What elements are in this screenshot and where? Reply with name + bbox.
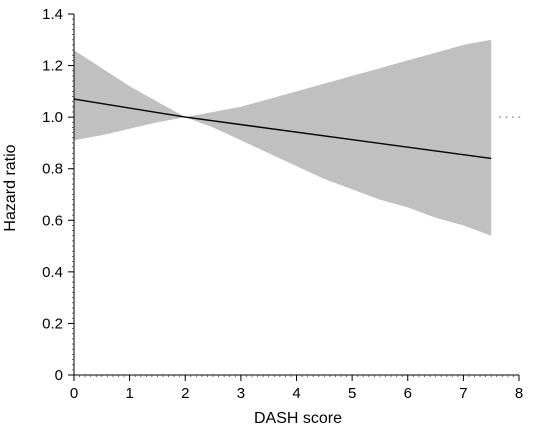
y-tick-label: 0.6 <box>42 212 63 229</box>
y-tick-label: 0.4 <box>42 264 63 281</box>
y-axis-label: Hazard ratio <box>2 144 19 231</box>
x-tick-label: 4 <box>292 385 300 402</box>
x-tick-label: 0 <box>70 385 78 402</box>
confidence-band-layer <box>74 39 492 236</box>
x-tick-label: 5 <box>348 385 356 402</box>
y-tick-label: 1.4 <box>42 6 63 23</box>
x-tick-label: 7 <box>459 385 467 402</box>
y-tick-label: 1.2 <box>42 58 63 75</box>
confidence-band <box>74 39 492 236</box>
y-tick-label: 0 <box>55 367 63 384</box>
x-axis-label: DASH score <box>254 410 342 427</box>
x-tick-label: 8 <box>515 385 523 402</box>
y-tick-label: 0.2 <box>42 315 63 332</box>
tick-labels-layer: 0 1 2 3 4 5 6 7 8 0 0.2 0.4 0.6 0.8 1.0 1.2 1.4 <box>42 6 523 402</box>
hazard-ratio-line <box>73 98 492 160</box>
x-tick-label: 2 <box>181 385 189 402</box>
hazard-ratio-line-layer <box>73 98 492 160</box>
y-tick-label: 0.8 <box>42 161 63 178</box>
x-tick-label: 6 <box>404 385 412 402</box>
axes-layer <box>68 13 520 381</box>
y-tick-label: 1.0 <box>42 109 63 126</box>
x-tick-label: 1 <box>125 385 133 402</box>
x-tick-label: 3 <box>237 385 245 402</box>
